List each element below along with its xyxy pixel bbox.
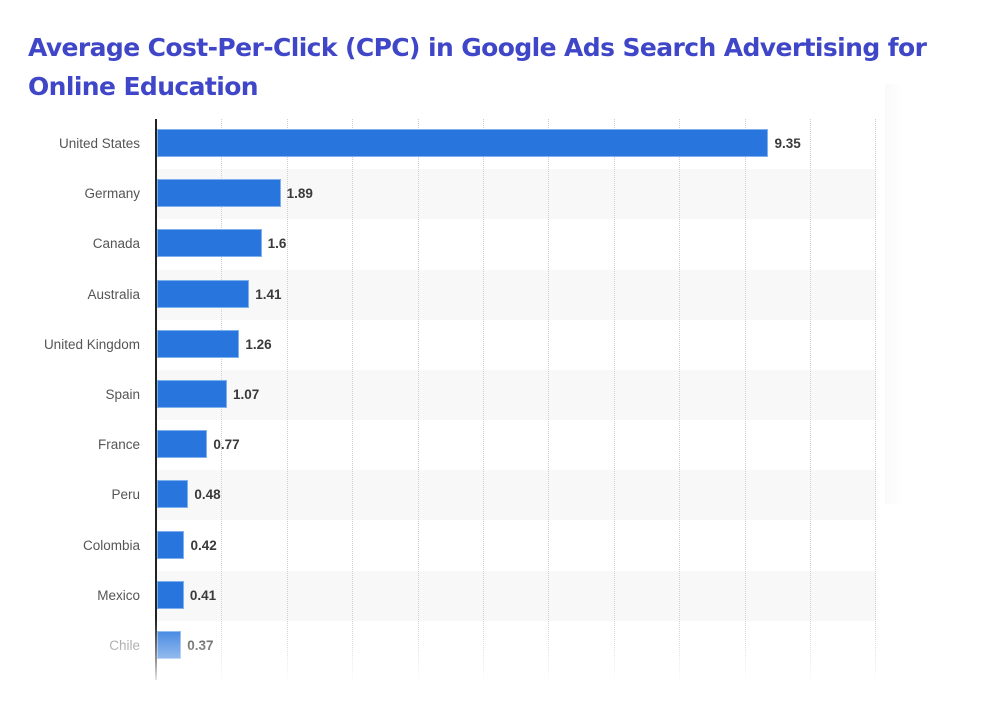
gridline xyxy=(286,119,288,680)
category-label: Peru xyxy=(111,487,140,503)
bar[interactable] xyxy=(157,631,182,659)
category-label: Mexico xyxy=(97,587,140,603)
chart-title: Average Cost-Per-Click (CPC) in Google A… xyxy=(28,33,927,101)
value-label: 0.41 xyxy=(189,587,217,603)
row-stripe xyxy=(156,370,876,420)
y-axis-line xyxy=(155,119,157,680)
value-label: 1.26 xyxy=(245,336,272,352)
category-label: France xyxy=(97,437,140,453)
category-label: Germany xyxy=(84,186,140,202)
category-label: Colombia xyxy=(82,537,140,553)
bar[interactable] xyxy=(157,380,227,408)
value-label: 9.35 xyxy=(774,136,801,151)
bottom-fade-overlay xyxy=(0,619,987,681)
category-label: United States xyxy=(58,136,140,151)
side-shadow xyxy=(885,84,903,504)
category-label: United Kingdom xyxy=(43,336,140,352)
value-label: 1.41 xyxy=(255,286,282,302)
value-label: 1.6 xyxy=(267,236,287,252)
bar[interactable] xyxy=(157,430,208,459)
gridline xyxy=(548,119,550,680)
gridline xyxy=(417,119,419,680)
bar[interactable] xyxy=(157,129,769,157)
category-label: Canada xyxy=(92,236,140,252)
gridline xyxy=(810,119,811,680)
gridline xyxy=(352,119,354,680)
value-label: 0.48 xyxy=(194,487,221,503)
category-label: Chile xyxy=(109,638,140,653)
value-label: 0.42 xyxy=(190,537,217,553)
bar[interactable] xyxy=(157,480,189,509)
bar-chart: United States 9.35 Germany 1.89 Canada 1.6 Aus… xyxy=(0,84,987,681)
gridline xyxy=(679,119,681,680)
category-label: Spain xyxy=(105,387,140,402)
value-label: 1.89 xyxy=(286,186,313,202)
value-label: 0.37 xyxy=(187,638,214,653)
gridline xyxy=(613,119,615,680)
bar[interactable] xyxy=(157,329,240,358)
row-stripe xyxy=(156,269,876,320)
bar[interactable] xyxy=(157,279,250,308)
value-label: 1.07 xyxy=(232,387,260,402)
row-stripe xyxy=(156,570,876,621)
bar[interactable] xyxy=(157,179,281,208)
value-label: 0.77 xyxy=(213,437,240,453)
gridline xyxy=(875,119,877,680)
category-label: Australia xyxy=(87,286,140,302)
bar[interactable] xyxy=(157,229,262,258)
gridline xyxy=(483,119,484,680)
bar[interactable] xyxy=(157,580,184,609)
bar[interactable] xyxy=(157,530,185,559)
gridline xyxy=(744,119,746,680)
row-stripe xyxy=(156,470,876,521)
